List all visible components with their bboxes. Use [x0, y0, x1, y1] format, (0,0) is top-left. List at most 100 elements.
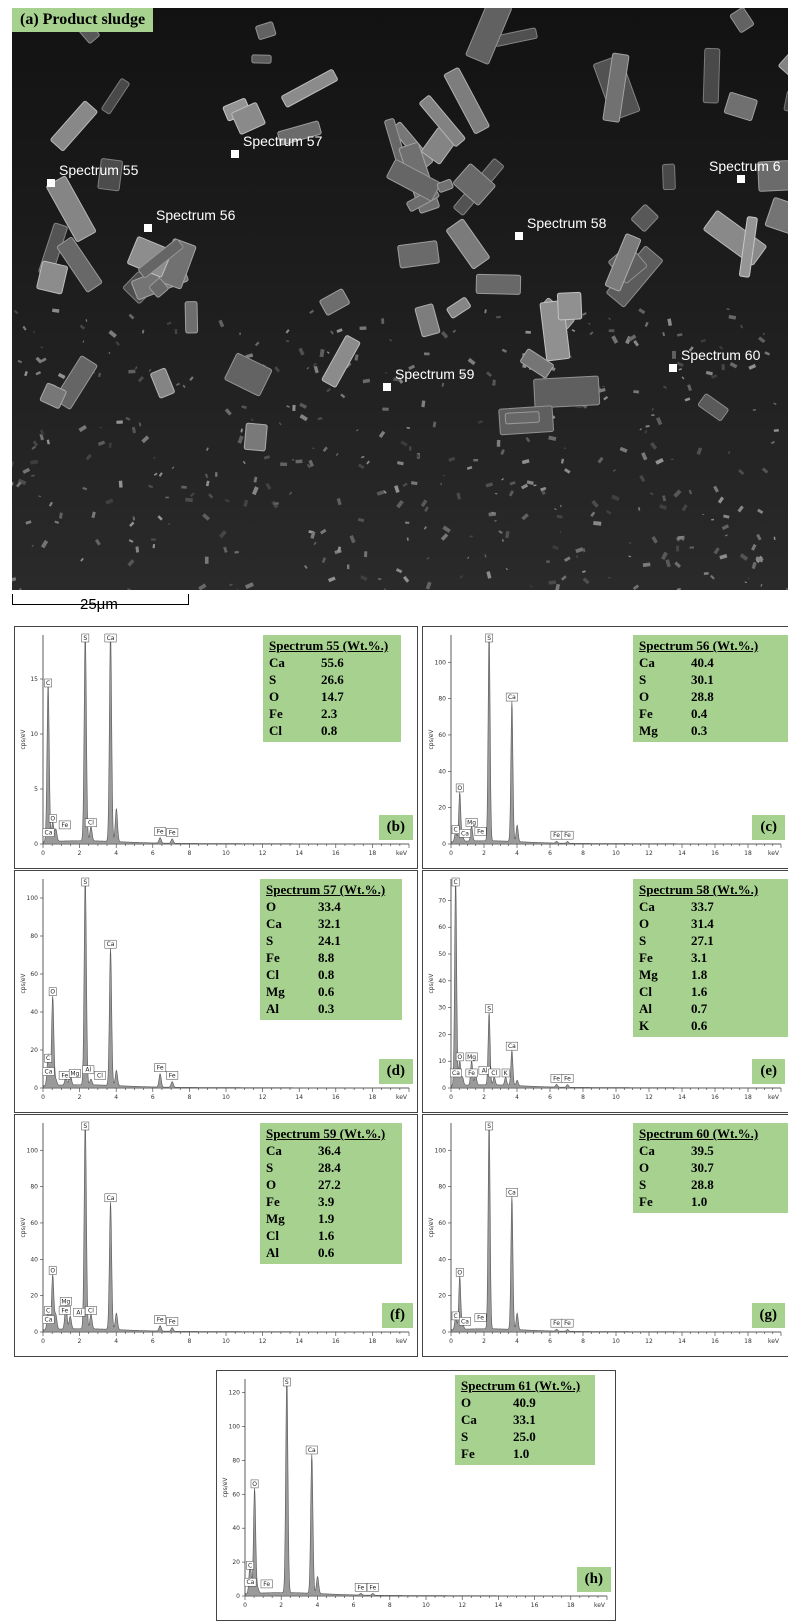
spectrum-series — [450, 1122, 781, 1333]
panel-label: (f) — [382, 1303, 413, 1328]
debris-particle — [521, 513, 529, 521]
spot-marker[interactable] — [669, 364, 677, 372]
peak-label: Fe — [553, 1075, 560, 1082]
debris-particle — [141, 435, 150, 444]
debris-particle — [317, 416, 323, 421]
composition-row: O 31.4 — [639, 915, 787, 932]
debris-particle — [496, 315, 501, 319]
peak-label: Fe — [169, 1072, 176, 1079]
x-tick-label: 14 — [295, 1338, 303, 1345]
composition-row: O 27.2 — [266, 1176, 396, 1193]
debris-particle — [582, 577, 590, 585]
composition-row: Cl 1.6 — [639, 983, 787, 1000]
debris-particle — [157, 515, 163, 521]
debris-particle — [320, 528, 327, 535]
x-tick-label: 12 — [645, 1338, 653, 1345]
peak-label-box — [59, 1297, 72, 1306]
element-wt-percent: 0.3 — [691, 723, 708, 738]
peak-label-box — [48, 814, 57, 823]
debris-particle — [459, 574, 464, 580]
x-axis-label: keV — [768, 850, 780, 857]
debris-particle — [402, 482, 408, 488]
x-tick-label: 6 — [548, 850, 552, 857]
debris-particle — [299, 402, 308, 409]
x-tick-label: 18 — [744, 1094, 752, 1101]
crystal-particle — [224, 352, 273, 397]
debris-particle — [17, 359, 23, 364]
crystal-particle — [729, 8, 755, 33]
x-tick-label: 10 — [612, 1094, 620, 1101]
eds-panel-d: 0 2 4 6 8 10 12 14 16 18 keV 0 20 40 60 80 100 cps/eV C Ca O… — [14, 870, 418, 1113]
debris-particle — [326, 351, 330, 354]
debris-particle — [105, 498, 114, 505]
spot-marker[interactable] — [231, 150, 239, 158]
eds-panel-c: 0 2 4 6 8 10 12 14 16 18 keV 0 20 40 60 80 100 cps/eV C Ca O… — [422, 626, 788, 869]
debris-particle — [22, 325, 27, 331]
peak-label-box — [48, 987, 57, 996]
y-tick-label: 100 — [27, 895, 39, 902]
element-wt-percent: 27.1 — [691, 933, 714, 948]
debris-particle — [564, 468, 571, 474]
peak-label-box — [488, 1068, 501, 1078]
debris-particle — [639, 428, 642, 431]
debris-particle — [548, 580, 557, 585]
debris-particle — [608, 329, 615, 333]
y-tick-label: 70 — [438, 897, 446, 904]
x-tick-label: 8 — [187, 850, 191, 857]
crystal-particle — [533, 375, 601, 409]
debris-particle — [575, 547, 584, 554]
debris-particle — [554, 507, 557, 511]
element-symbol: Fe — [639, 1194, 653, 1209]
debris-particle — [181, 485, 187, 489]
spot-marker[interactable] — [515, 232, 523, 240]
composition-table: Spectrum 57 (Wt.%.) O 33.4 Ca 32.1 S 24.1 Fe 8.8… — [260, 879, 402, 1020]
composition-table: Spectrum 59 (Wt.%.) Ca 36.4 S 28.4 O 27.2 Fe 3.9… — [260, 1123, 402, 1264]
crystal-particle — [602, 52, 630, 123]
x-tick-label: 10 — [422, 1602, 430, 1609]
crystal-particle — [184, 301, 199, 334]
debris-particle — [245, 353, 254, 359]
peak-label: Fe — [263, 1581, 270, 1588]
x-axis-label: keV — [768, 1094, 780, 1101]
x-tick-label: 18 — [744, 850, 752, 857]
peak-label: S — [487, 635, 491, 642]
debris-particle — [205, 480, 210, 487]
x-tick-label: 4 — [515, 850, 519, 857]
debris-particle — [39, 429, 45, 436]
x-tick-label: 14 — [495, 1602, 503, 1609]
spot-marker[interactable] — [383, 383, 391, 391]
spot-marker[interactable] — [47, 179, 55, 187]
debris-particle — [359, 326, 367, 331]
debris-particle — [310, 531, 316, 539]
peak-label: Cl — [88, 820, 94, 827]
debris-particle — [747, 577, 750, 580]
peak-label: Mg — [467, 819, 476, 826]
spot-marker[interactable] — [144, 224, 152, 232]
debris-particle — [299, 414, 308, 422]
y-tick-label: 100 — [229, 1423, 241, 1430]
element-symbol: Fe — [266, 950, 280, 965]
element-symbol: Ca — [639, 655, 655, 670]
debris-particle — [128, 313, 135, 320]
debris-particle — [673, 489, 682, 498]
crystal-particle — [50, 100, 98, 151]
crystal-particle — [723, 91, 758, 122]
x-tick-label: 12 — [645, 1094, 653, 1101]
debris-particle — [651, 408, 654, 411]
debris-particle — [131, 426, 137, 434]
peak-label-box — [561, 1318, 574, 1328]
spot-marker[interactable] — [737, 175, 745, 183]
x-tick-label: 12 — [259, 1094, 267, 1101]
debris-particle — [469, 535, 473, 538]
debris-particle — [502, 539, 504, 542]
y-tick-label: 80 — [30, 933, 38, 940]
debris-particle — [703, 572, 709, 575]
debris-particle — [13, 309, 19, 315]
y-tick-label: 80 — [30, 1184, 38, 1191]
y-tick-label: 40 — [232, 1525, 240, 1532]
x-tick-label: 2 — [482, 850, 486, 857]
element-wt-percent: 33.4 — [318, 899, 341, 914]
element-wt-percent: 32.1 — [318, 916, 341, 931]
debris-particle — [726, 308, 730, 310]
debris-particle — [349, 535, 356, 544]
